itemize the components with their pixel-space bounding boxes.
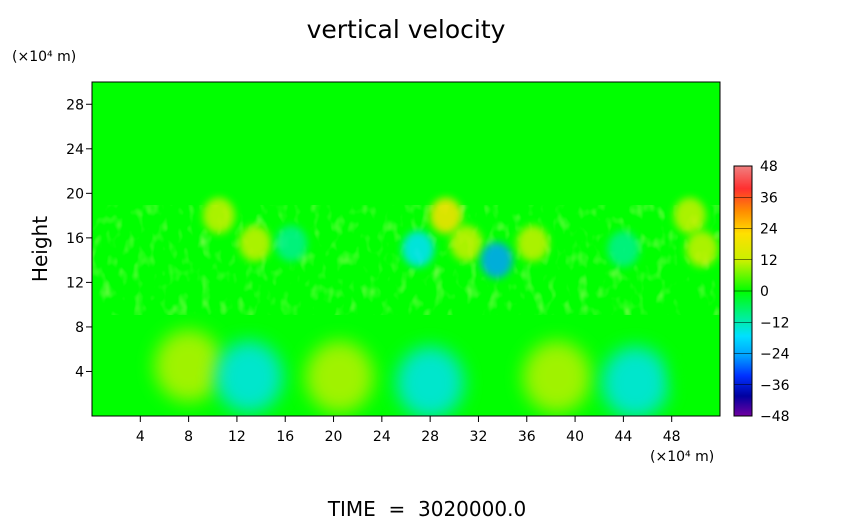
velocity-feature — [94, 341, 163, 414]
chart-title: vertical velocity — [307, 15, 506, 44]
velocity-feature — [673, 197, 706, 234]
velocity-feature — [673, 335, 720, 408]
velocity-feature — [239, 225, 272, 262]
x-unit-label: (×10⁴ m) — [650, 449, 714, 465]
x-tick-label: 28 — [421, 429, 439, 445]
x-tick-label: 48 — [663, 429, 681, 445]
y-tick-label: 20 — [66, 186, 84, 202]
x-tick-label: 36 — [518, 429, 536, 445]
colorbar-tick-label: 36 — [760, 190, 778, 206]
colorbar-tick-label: −36 — [760, 378, 790, 394]
velocity-feature — [305, 341, 374, 414]
velocity-feature — [402, 231, 435, 267]
y-tick-label: 4 — [75, 364, 84, 380]
velocity-feature — [601, 346, 670, 416]
colorbar-ticks: 48 36 24 12 0 −12 −24 −36 −48 — [734, 159, 790, 425]
colorbar-tick-label: 24 — [760, 222, 778, 238]
x-tick-label: 12 — [228, 429, 246, 445]
velocity-feature — [522, 341, 591, 414]
plot-frame — [91, 81, 721, 417]
velocity-feature — [275, 225, 308, 262]
colorbar-tick-label: −48 — [760, 409, 790, 425]
velocity-features — [94, 197, 720, 416]
colorbar-tick-label: 48 — [760, 159, 778, 175]
velocity-feature — [480, 242, 513, 279]
y-tick-label: 28 — [66, 97, 84, 113]
velocity-feature — [154, 329, 223, 402]
velocity-feature — [516, 225, 549, 262]
y-unit-label: (×10⁴ m) — [12, 49, 76, 65]
velocity-feature — [429, 197, 462, 234]
colorbar-tick-label: −12 — [760, 315, 790, 331]
velocity-feature — [607, 231, 640, 267]
x-tick-label: 32 — [470, 429, 488, 445]
velocity-feature — [450, 225, 483, 262]
x-axis-ticks: 4 8 12 16 20 24 28 32 36 40 44 48 — [136, 416, 681, 445]
x-tick-label: 8 — [184, 429, 193, 445]
colorbar-tick-label: −24 — [760, 347, 790, 363]
y-tick-label: 24 — [66, 142, 84, 158]
y-tick-label: 16 — [66, 231, 84, 247]
x-tick-label: 16 — [276, 429, 294, 445]
velocity-feature — [215, 341, 283, 414]
plot-area — [92, 82, 720, 416]
x-tick-label: 44 — [614, 429, 632, 445]
velocity-feature — [685, 231, 718, 267]
colorbar-tick-label: 12 — [760, 253, 778, 269]
x-tick-label: 24 — [373, 429, 391, 445]
velocity-feature — [202, 197, 235, 234]
velocity-feature — [396, 346, 465, 416]
y-tick-label: 8 — [75, 320, 84, 336]
x-tick-label: 4 — [136, 429, 145, 445]
time-footer: TIME = 3020000.0 — [327, 497, 526, 519]
y-tick-label: 12 — [66, 275, 84, 291]
x-tick-label: 40 — [566, 429, 584, 445]
y-axis-label: Height — [28, 216, 52, 282]
x-tick-label: 20 — [325, 429, 343, 445]
colorbar-tick-label: 0 — [760, 284, 769, 300]
y-axis-ticks: 4 8 12 16 20 24 28 — [66, 97, 92, 380]
